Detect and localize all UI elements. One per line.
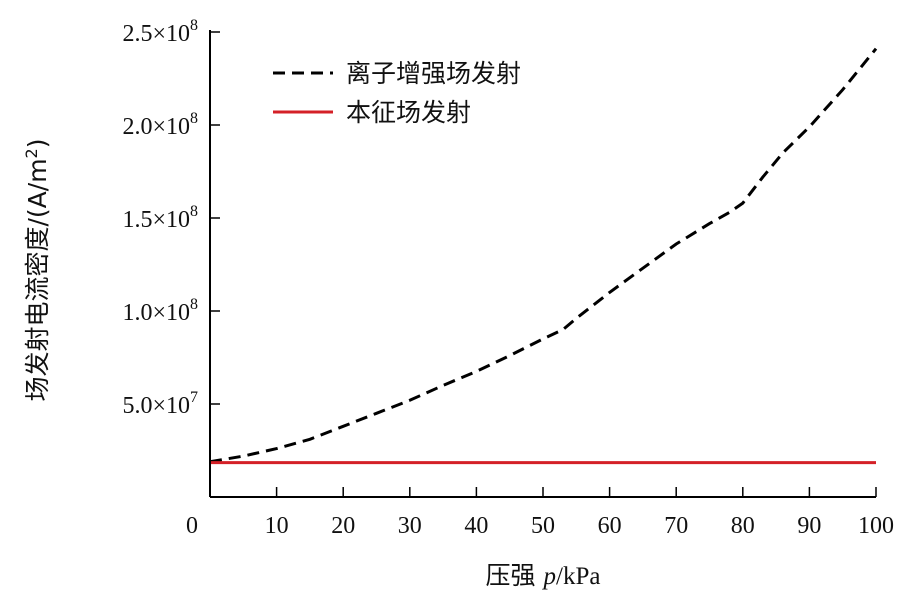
x-tick-label: 20 [331,513,355,539]
x-tick-label: 70 [664,513,688,539]
ticks: 0 10 20 30 40 50 60 70 80 90 100 5.0×107 1.0×108 1.5×… [122,17,894,539]
x-tick-label: 10 [265,513,289,539]
series-layer [209,47,878,465]
axes [209,30,876,498]
x-tick-label: 90 [797,513,821,539]
y-tick-label: 2.5×108 [122,17,198,47]
x-tick-label: 60 [598,513,622,539]
y-tick-label: 5.0×107 [122,389,198,419]
y-tick-label: 2.0×108 [122,110,198,140]
y-axis-title: 场发射电流密度/(A/m2) [22,138,52,401]
x-tick-label: 100 [858,513,894,539]
x-tick-label: 0 [186,513,198,539]
legend: 离子增强场发射 本征场发射 [273,59,521,127]
y-tick-label: 1.0×108 [122,296,198,326]
legend-label-ion-enhanced: 离子增强场发射 [346,59,521,88]
x-tick-label: 40 [464,513,488,539]
y-tick-label: 1.5×108 [122,203,198,233]
series-line-ion-enhanced [209,47,878,464]
x-tick-label: 30 [398,513,422,539]
x-tick-label: 50 [531,513,555,539]
x-tick-label: 80 [731,513,755,539]
x-axis-title: 压强 p/kPa [486,561,601,590]
legend-label-intrinsic: 本征场发射 [346,98,471,127]
